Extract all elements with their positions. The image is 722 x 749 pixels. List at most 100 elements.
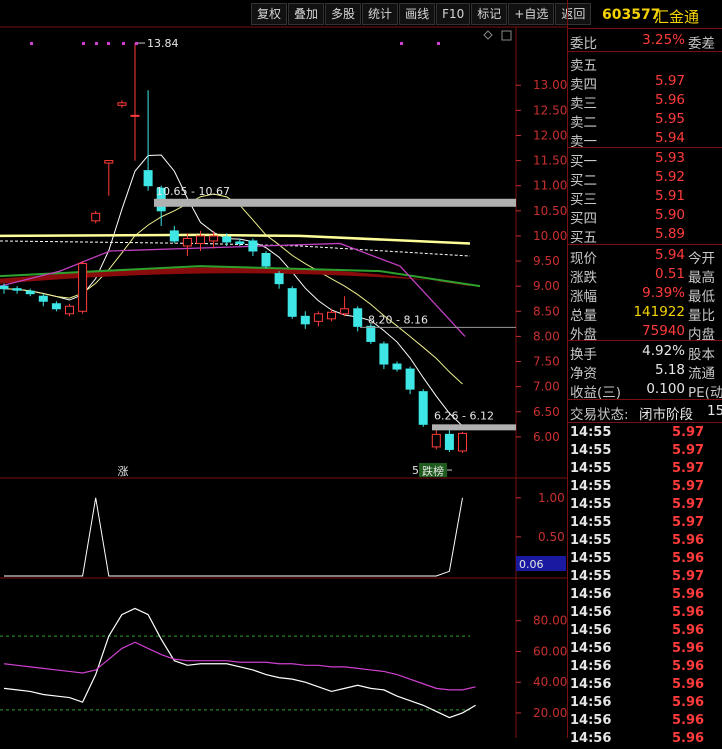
tick-price: 5.96 <box>672 713 705 728</box>
stat2-0-label: 换手 <box>570 347 597 363</box>
price-tick-label: 11.50 <box>533 154 567 168</box>
long-ma-dashed-line <box>0 240 471 257</box>
price-tick-label: 12.00 <box>533 128 567 142</box>
tick-time: 14:55 <box>570 443 612 458</box>
tick-price: 5.97 <box>672 515 705 530</box>
buy-level-2: 买二 5.92 <box>568 169 722 189</box>
tick-time: 14:55 <box>570 515 612 530</box>
toolbar-stats-button[interactable]: 统计 <box>362 3 399 25</box>
trade-status-row: 交易状态: 闭市阶段 15 <box>568 403 722 423</box>
divider <box>568 422 722 423</box>
candle-body <box>38 295 48 302</box>
ind1-current-value: 0.06 <box>519 558 544 571</box>
tick-row: 14:56 5.96 <box>568 695 722 713</box>
tick-time: 14:56 <box>570 641 612 656</box>
toolbar-add-watchlist-button[interactable]: +自选 <box>508 3 555 25</box>
price-tick-label: 6.50 <box>533 405 560 419</box>
stat-1-value: 0.51 <box>654 266 685 282</box>
ma-band <box>0 267 470 287</box>
stat-1: 涨跌 0.51 最高 <box>568 266 722 286</box>
candle-body <box>274 273 284 285</box>
zone1-label: 10.65 - 10.67 <box>156 185 230 198</box>
zone2-label: 8.20 - 8.16 <box>368 313 428 326</box>
stock-code: 603577 <box>602 7 661 23</box>
candle-body <box>196 235 205 244</box>
weibi-value: 3.25% <box>642 32 685 48</box>
buy-level-2-label: 买二 <box>570 173 597 189</box>
tick-time: 14:56 <box>570 659 612 674</box>
candle-body <box>182 237 192 247</box>
signal-dot <box>437 42 440 45</box>
stat-4: 外盘 75940 内盘 <box>568 323 722 343</box>
ind1-tick-label: 0.50 <box>538 530 565 544</box>
tick-price: 5.97 <box>672 497 705 512</box>
tick-row: 14:56 5.96 <box>568 605 722 623</box>
toolbar-multi-stock-button[interactable]: 多股 <box>325 3 362 25</box>
sell-level-5: 卖五 <box>568 54 722 74</box>
buy-level-5: 买五 5.89 <box>568 226 722 246</box>
indicator2-line-2 <box>3 641 476 691</box>
sell-level-2: 卖二 5.95 <box>568 111 722 131</box>
candle-body <box>353 308 363 327</box>
divider <box>568 147 722 148</box>
tick-time: 14:55 <box>570 425 612 440</box>
tick-price: 5.97 <box>672 479 705 494</box>
tick-price: 5.96 <box>672 659 705 674</box>
toolbar-mark-button[interactable]: 标记 <box>471 3 508 25</box>
tag-down-label: 跌榜 <box>422 464 444 478</box>
stat-3-right-label: 量比 <box>688 308 715 324</box>
buy-level-1: 买一 5.93 <box>568 150 722 170</box>
sell-level-2-label: 卖二 <box>570 115 597 131</box>
stat-0-label: 现价 <box>570 251 597 267</box>
tick-time: 14:56 <box>570 587 612 602</box>
buy-level-4-label: 买四 <box>570 211 597 227</box>
toolbar-fuquan-button[interactable]: 复权 <box>251 3 288 25</box>
buy-level-5-value: 5.89 <box>654 226 685 242</box>
toolbar-overlay-button[interactable]: 叠加 <box>288 3 325 25</box>
tick-price: 5.96 <box>672 731 705 746</box>
stat2-2-label: 收益(三) <box>570 385 622 401</box>
tick-row: 14:55 5.97 <box>568 569 722 587</box>
tick-row: 14:55 5.96 <box>568 551 722 569</box>
tick-price: 5.97 <box>672 425 705 440</box>
signal-dot <box>107 42 110 45</box>
tick-time: 14:55 <box>570 461 612 476</box>
candle-body <box>444 433 454 450</box>
stock-name: 汇金通 <box>654 8 700 26</box>
tag-up-label: 涨 <box>118 465 129 478</box>
buy-level-3-label: 买三 <box>570 192 597 208</box>
maximize-icon <box>501 30 512 41</box>
toolbar-f10-button[interactable]: F10 <box>436 3 471 25</box>
quote-panel: 603577 汇金通 委比 3.25% 委差 卖五 卖四 5.97 卖三 5.96 卖二 5… <box>567 0 722 746</box>
stat-2-right-label: 最低 <box>688 289 715 305</box>
candle-body <box>104 160 114 164</box>
tick-time: 14:55 <box>570 551 612 566</box>
tick-price: 5.96 <box>672 623 705 638</box>
stat-4-right-label: 内盘 <box>688 327 715 343</box>
candle-body <box>65 305 74 315</box>
toolbar-draw-line-button[interactable]: 画线 <box>399 3 436 25</box>
tick-row: 14:55 5.97 <box>568 443 722 461</box>
stat-1-label: 涨跌 <box>570 270 597 286</box>
buy-level-3-value: 5.91 <box>654 188 685 204</box>
tick-time: 14:55 <box>570 533 612 548</box>
ma5-line <box>3 154 463 427</box>
buy-level-1-label: 买一 <box>570 154 597 170</box>
tick-time: 14:55 <box>570 569 612 584</box>
candle-body <box>235 241 245 244</box>
chart-area[interactable]: 13.00 12.50 12.00 11.50 11.00 10.50 10.00 9.50 9… <box>0 0 567 738</box>
candle-body <box>287 288 297 317</box>
price-tick-label: 13.00 <box>533 78 567 92</box>
tick-price: 5.97 <box>672 443 705 458</box>
tick-time: 14:56 <box>570 677 612 692</box>
stat2-0: 换手 4.92% 股本 <box>568 343 722 363</box>
candle-body <box>405 368 415 390</box>
trade-status-label: 交易状态: <box>570 407 629 423</box>
stat-3: 总量 141922 量比 <box>568 304 722 324</box>
signal-dot <box>400 42 403 45</box>
quote-header: 603577 汇金通 <box>568 0 722 28</box>
signal-dot <box>95 42 98 45</box>
signal-dot <box>122 42 125 45</box>
ma-magenta-line <box>0 242 466 337</box>
